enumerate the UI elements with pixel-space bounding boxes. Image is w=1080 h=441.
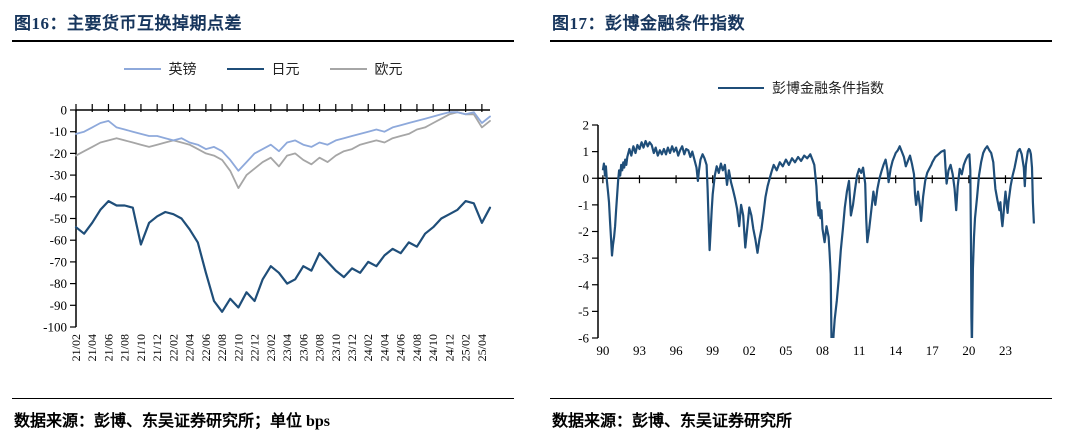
svg-text:2: 2	[583, 118, 590, 133]
svg-text:-1: -1	[578, 197, 589, 212]
legend-item-eur: 欧元	[329, 59, 403, 79]
svg-text:22/02: 22/02	[166, 334, 180, 361]
svg-text:-3: -3	[578, 251, 589, 266]
svg-text:-80: -80	[50, 276, 67, 291]
svg-text:-6: -6	[578, 331, 589, 346]
svg-text:24/02: 24/02	[361, 334, 375, 361]
legend-label-jpy: 日元	[271, 63, 300, 78]
figure-16-legend: 英镑 日元 欧元	[12, 59, 514, 79]
svg-text:02: 02	[743, 343, 756, 358]
svg-text:99: 99	[706, 343, 719, 358]
svg-text:-30: -30	[50, 168, 67, 183]
figure-17-panel: 图17：彭博金融条件指数 彭博金融条件指数 2 1 0 -1 -2 -3 -4 -5 -6 90 9…	[550, 0, 1052, 441]
legend-item-jpy: 日元	[226, 59, 300, 79]
svg-text:96: 96	[670, 343, 684, 358]
svg-text:-40: -40	[50, 189, 67, 204]
svg-text:-2: -2	[578, 224, 589, 239]
figure-16-panel: 图16：主要货币互换掉期点差 英镑 日元 欧元 0 -10 -20 -30 -40 -50…	[12, 0, 514, 441]
svg-text:-60: -60	[50, 233, 67, 248]
svg-text:21/02: 21/02	[69, 334, 83, 361]
legend-label-gbp: 英镑	[168, 63, 197, 78]
legend-label-eur: 欧元	[374, 63, 403, 78]
legend-item-bfci: 彭博金融条件指数	[718, 78, 884, 98]
figure-17-source: 数据来源：彭博、东吴证券研究所	[550, 398, 1052, 431]
svg-text:24/06: 24/06	[394, 334, 408, 361]
legend-item-gbp: 英镑	[123, 59, 197, 79]
svg-text:22/08: 22/08	[215, 334, 229, 361]
svg-text:0: 0	[583, 171, 590, 186]
svg-text:24/12: 24/12	[442, 334, 456, 361]
svg-text:05: 05	[779, 343, 792, 358]
svg-text:21/08: 21/08	[118, 334, 132, 361]
svg-text:23/08: 23/08	[313, 334, 327, 361]
svg-text:22/06: 22/06	[199, 334, 213, 361]
svg-text:1: 1	[583, 144, 590, 159]
svg-text:-50: -50	[50, 211, 67, 226]
svg-text:-70: -70	[50, 254, 67, 269]
svg-text:93: 93	[633, 343, 646, 358]
svg-text:25/02: 25/02	[459, 334, 473, 361]
svg-text:0: 0	[61, 103, 68, 118]
svg-text:14: 14	[889, 343, 903, 358]
jpy-line-swatch	[226, 68, 264, 70]
svg-text:23: 23	[999, 343, 1012, 358]
figure-17-title: 图17：彭博金融条件指数	[550, 0, 1052, 42]
svg-text:21/12: 21/12	[150, 334, 164, 361]
svg-text:-5: -5	[578, 304, 589, 319]
svg-text:24/08: 24/08	[410, 334, 424, 361]
svg-text:21/10: 21/10	[134, 334, 148, 361]
svg-text:08: 08	[816, 343, 829, 358]
svg-text:-20: -20	[50, 146, 67, 161]
svg-text:22/04: 22/04	[183, 334, 197, 361]
svg-text:22/12: 22/12	[248, 334, 262, 361]
svg-text:-4: -4	[578, 277, 589, 292]
svg-text:23/12: 23/12	[345, 334, 359, 361]
svg-text:20: 20	[962, 343, 975, 358]
svg-text:25/04: 25/04	[475, 334, 489, 361]
svg-text:90: 90	[596, 343, 609, 358]
svg-text:23/10: 23/10	[329, 334, 343, 361]
figure-17-legend: 彭博金融条件指数	[550, 78, 1052, 98]
svg-text:17: 17	[926, 343, 940, 358]
gbp-line-swatch	[123, 68, 161, 70]
svg-text:21/06: 21/06	[101, 334, 115, 361]
svg-text:24/10: 24/10	[426, 334, 440, 361]
svg-text:11: 11	[853, 343, 866, 358]
bfci-line-swatch	[718, 87, 764, 89]
svg-text:21/04: 21/04	[85, 334, 99, 361]
svg-text:23/02: 23/02	[264, 334, 278, 361]
figure-16-title: 图16：主要货币互换掉期点差	[12, 0, 514, 42]
svg-text:-10: -10	[50, 124, 67, 139]
figure-16-source: 数据来源：彭博、东吴证券研究所；单位 bps	[12, 398, 514, 431]
bfci-chart: 2 1 0 -1 -2 -3 -4 -5 -6 90 93 96 99 02 05 08 11 14 17 20 23	[578, 118, 1042, 358]
legend-label-bfci: 彭博金融条件指数	[772, 82, 884, 97]
svg-text:22/10: 22/10	[231, 334, 245, 361]
eur-line-swatch	[329, 68, 367, 70]
svg-text:-90: -90	[50, 298, 67, 313]
svg-text:23/04: 23/04	[280, 334, 294, 361]
svg-text:24/04: 24/04	[377, 334, 391, 361]
svg-text:-100: -100	[43, 320, 67, 335]
svg-text:23/06: 23/06	[296, 334, 310, 361]
